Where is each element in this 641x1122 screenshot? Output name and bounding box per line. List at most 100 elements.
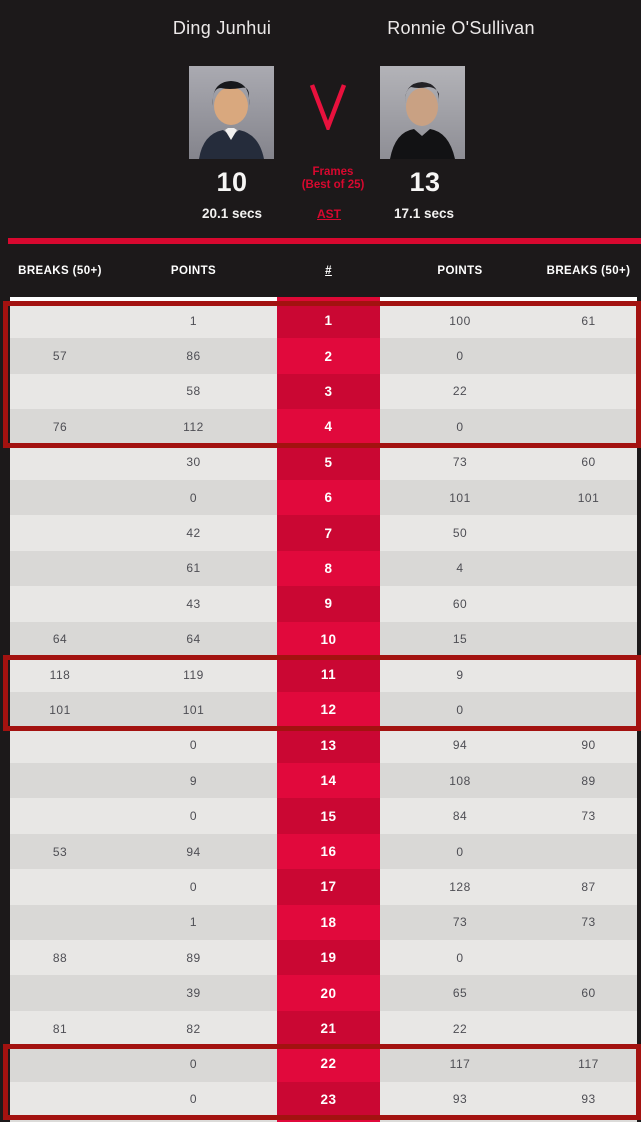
cell-breaks-right: [540, 338, 637, 374]
cell-frame-number: 8: [277, 550, 380, 587]
header-divider-bar: [10, 297, 637, 303]
table-row: 30 5 73 60: [10, 444, 637, 480]
table-row: 0 6 101 101: [10, 479, 637, 516]
cell-breaks-right: 60: [540, 444, 637, 480]
cell-breaks-left: [10, 550, 110, 587]
cell-points-right: 108: [380, 763, 540, 799]
cell-breaks-right: 73: [540, 798, 637, 834]
column-header-points-right: POINTS: [437, 264, 483, 277]
column-header-points-left: POINTS: [170, 264, 217, 277]
table-row: 0 22 117 117: [10, 1046, 637, 1082]
cell-points-right: 73: [380, 444, 540, 480]
cell-points-left: 30: [110, 444, 277, 480]
cell-points-right: 15: [380, 621, 540, 657]
cell-points-left: 94: [110, 833, 277, 870]
cell-points-left: 42: [110, 515, 277, 551]
shot-time-right: 17.1 secs: [393, 206, 455, 221]
cell-breaks-left: [10, 479, 110, 516]
cell-frame-number: 9: [277, 586, 380, 622]
cell-points-right: 22: [380, 373, 540, 410]
cell-points-right: 117: [380, 1046, 540, 1082]
cell-breaks-right: 87: [540, 869, 637, 905]
cell-points-right: 22: [380, 1010, 540, 1047]
cell-points-left: 101: [110, 692, 277, 728]
cell-breaks-right: [540, 409, 637, 445]
player-photo-left: [189, 66, 274, 159]
ast-link[interactable]: AST: [317, 207, 341, 221]
cell-points-right: 0: [380, 940, 540, 976]
column-header-breaks-right: BREAKS (50+): [546, 264, 631, 277]
cell-points-right: 84: [380, 798, 540, 834]
table-top-red-bar: [8, 238, 641, 244]
cell-points-left: 9: [110, 763, 277, 799]
cell-points-left: 82: [110, 1010, 277, 1047]
shot-time-left: 20.1 secs: [201, 206, 263, 221]
cell-points-left: 1: [110, 904, 277, 941]
cell-points-left: 43: [110, 586, 277, 622]
cell-points-right: 60: [380, 586, 540, 622]
cell-points-left: 0: [110, 869, 277, 905]
table-row: 39 20 65 60: [10, 975, 637, 1011]
table-row: 53 94 16 0: [10, 833, 637, 870]
cell-points-right: 0: [380, 692, 540, 728]
score-left: 10: [216, 167, 248, 197]
cell-frame-number: 13: [277, 727, 380, 764]
cell-breaks-left: [10, 586, 110, 622]
cell-breaks-left: 64: [10, 621, 110, 657]
cell-breaks-right: [540, 1116, 637, 1122]
cell-breaks-left: [10, 1081, 110, 1117]
cell-points-left: 89: [110, 940, 277, 976]
table-row: 0 13 94 90: [10, 727, 637, 764]
cell-frame-number: 3: [277, 373, 380, 410]
cell-points-right: 4: [380, 550, 540, 587]
table-row: 1 18 73 73: [10, 904, 637, 941]
cell-breaks-right: [540, 1010, 637, 1047]
cell-points-right: 73: [380, 904, 540, 941]
cell-frame-number: 17: [277, 869, 380, 905]
cell-breaks-left: [10, 444, 110, 480]
cell-frame-number: 14: [277, 763, 380, 799]
table-row: 43 9 60: [10, 586, 637, 622]
cell-frame-number: 5: [277, 444, 380, 480]
cell-points-right: 93: [380, 1081, 540, 1117]
cell-frame-number: 10: [277, 621, 380, 657]
cell-breaks-right: [540, 940, 637, 976]
cell-breaks-right: [540, 656, 637, 693]
cell-points-left: 39: [110, 975, 277, 1011]
table-rows: 1 1 100 61 57 86 2 0 58 3 22 76 112 4 0 30 5 73 60 0 6 101 101…: [10, 303, 637, 1122]
cell-breaks-left: [10, 515, 110, 551]
cell-frame-number: 12: [277, 692, 380, 728]
cell-frame-number: 20: [277, 975, 380, 1011]
cell-points-left: 112: [110, 409, 277, 445]
cell-breaks-left: [10, 727, 110, 764]
table-row: 101 101 12 0: [10, 692, 637, 728]
cell-frame-number: 22: [277, 1046, 380, 1082]
cell-points-right: 0: [380, 338, 540, 374]
cell-points-left: 86: [110, 338, 277, 374]
cell-points-left: 61: [110, 550, 277, 587]
table-row: 58 3 22: [10, 373, 637, 410]
player-photo-right: [380, 66, 465, 159]
cell-breaks-right: 89: [540, 763, 637, 799]
cell-breaks-left: [10, 1116, 110, 1122]
cell-frame-number: 4: [277, 409, 380, 445]
cell-breaks-left: [10, 303, 110, 339]
column-header-breaks-left: BREAKS (50+): [18, 264, 102, 277]
cell-frame-number: [277, 1116, 380, 1122]
column-header-frame-number[interactable]: #: [325, 264, 332, 277]
cell-breaks-left: 101: [10, 692, 110, 728]
table-row: 0 23 93 93: [10, 1081, 637, 1117]
header-divider-red-segment: [277, 297, 380, 303]
cell-breaks-right: [540, 373, 637, 410]
table-row-partial: [10, 1116, 637, 1122]
cell-frame-number: 19: [277, 940, 380, 976]
cell-frame-number: 1: [277, 303, 380, 339]
cell-frame-number: 7: [277, 515, 380, 551]
table-row: 64 64 10 15: [10, 621, 637, 657]
cell-points-left: 64: [110, 621, 277, 657]
cell-points-right: 0: [380, 409, 540, 445]
table-row: 118 119 11 9: [10, 656, 637, 693]
cell-breaks-right: 117: [540, 1046, 637, 1082]
cell-frame-number: 21: [277, 1010, 380, 1047]
